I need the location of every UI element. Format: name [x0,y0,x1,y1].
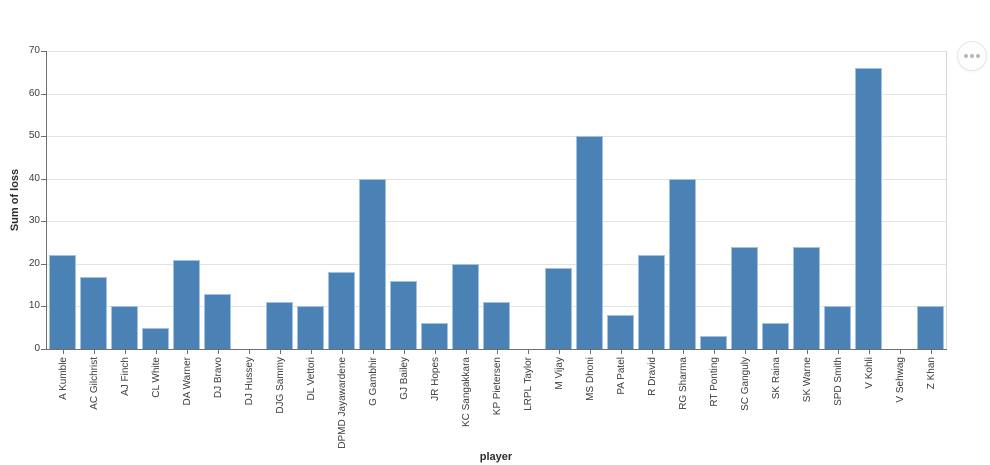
bar[interactable] [855,68,882,349]
x-tick [683,350,684,354]
bar[interactable] [452,264,479,349]
x-tick [807,350,808,354]
x-tick [497,350,498,354]
bar[interactable] [390,281,417,349]
x-tick [373,350,374,354]
x-tick [218,350,219,354]
y-tick-label: 50 [28,130,40,141]
bar[interactable] [917,306,944,349]
y-tick-label: 40 [28,173,40,184]
gridline [47,264,946,265]
bar[interactable] [762,323,789,349]
bar[interactable] [204,294,231,349]
bar[interactable] [669,179,696,349]
x-axis-title: player [479,451,513,463]
x-tick [869,350,870,354]
bar[interactable] [793,247,820,349]
x-axis-line [46,349,947,350]
x-tick [280,350,281,354]
y-tick-label: 10 [28,300,40,311]
y-tick [41,94,46,95]
y-tick-label: 0 [34,343,40,354]
x-tick [621,350,622,354]
x-tick [900,350,901,354]
bar[interactable] [297,306,324,349]
bar[interactable] [638,255,665,349]
x-tick [528,350,529,354]
y-tick-label: 60 [28,88,40,99]
x-tick [466,350,467,354]
bar[interactable] [824,306,851,349]
bar[interactable] [576,136,603,349]
x-tick [249,350,250,354]
x-tick [745,350,746,354]
x-tick [590,350,591,354]
bar[interactable] [700,336,727,349]
y-tick [41,264,46,265]
bar[interactable] [142,328,169,349]
x-tick [63,350,64,354]
x-tick [838,350,839,354]
y-tick [41,51,46,52]
y-tick [41,221,46,222]
bar[interactable] [173,260,200,349]
x-tick [94,350,95,354]
x-tick [559,350,560,354]
x-tick [435,350,436,354]
gridline [47,221,946,222]
bar[interactable] [359,179,386,349]
bar[interactable] [545,268,572,349]
bar[interactable] [483,302,510,349]
y-tick-label: 70 [28,45,40,56]
y-tick [41,349,46,350]
x-tick [652,350,653,354]
x-tick [714,350,715,354]
y-axis-line [46,51,47,350]
bar[interactable] [328,272,355,349]
ellipsis-icon [964,54,980,58]
x-tick [311,350,312,354]
y-tick [41,136,46,137]
x-tick [931,350,932,354]
x-tick [125,350,126,354]
bar[interactable] [421,323,448,349]
x-tick [156,350,157,354]
y-tick-label: 30 [28,215,40,226]
bar[interactable] [731,247,758,349]
x-tick [776,350,777,354]
gridline [47,179,946,180]
x-tick [187,350,188,354]
x-tick [342,350,343,354]
y-tick [41,306,46,307]
bar[interactable] [111,306,138,349]
y-tick [41,179,46,180]
gridline [47,136,946,137]
more-options-button[interactable] [957,41,987,71]
y-tick-label: 20 [28,258,40,269]
bar[interactable] [49,255,76,349]
bar[interactable] [607,315,634,349]
plot-right-border [946,51,947,349]
gridline [47,51,946,52]
x-tick [404,350,405,354]
bar[interactable] [266,302,293,349]
gridline [47,94,946,95]
bar[interactable] [80,277,107,349]
